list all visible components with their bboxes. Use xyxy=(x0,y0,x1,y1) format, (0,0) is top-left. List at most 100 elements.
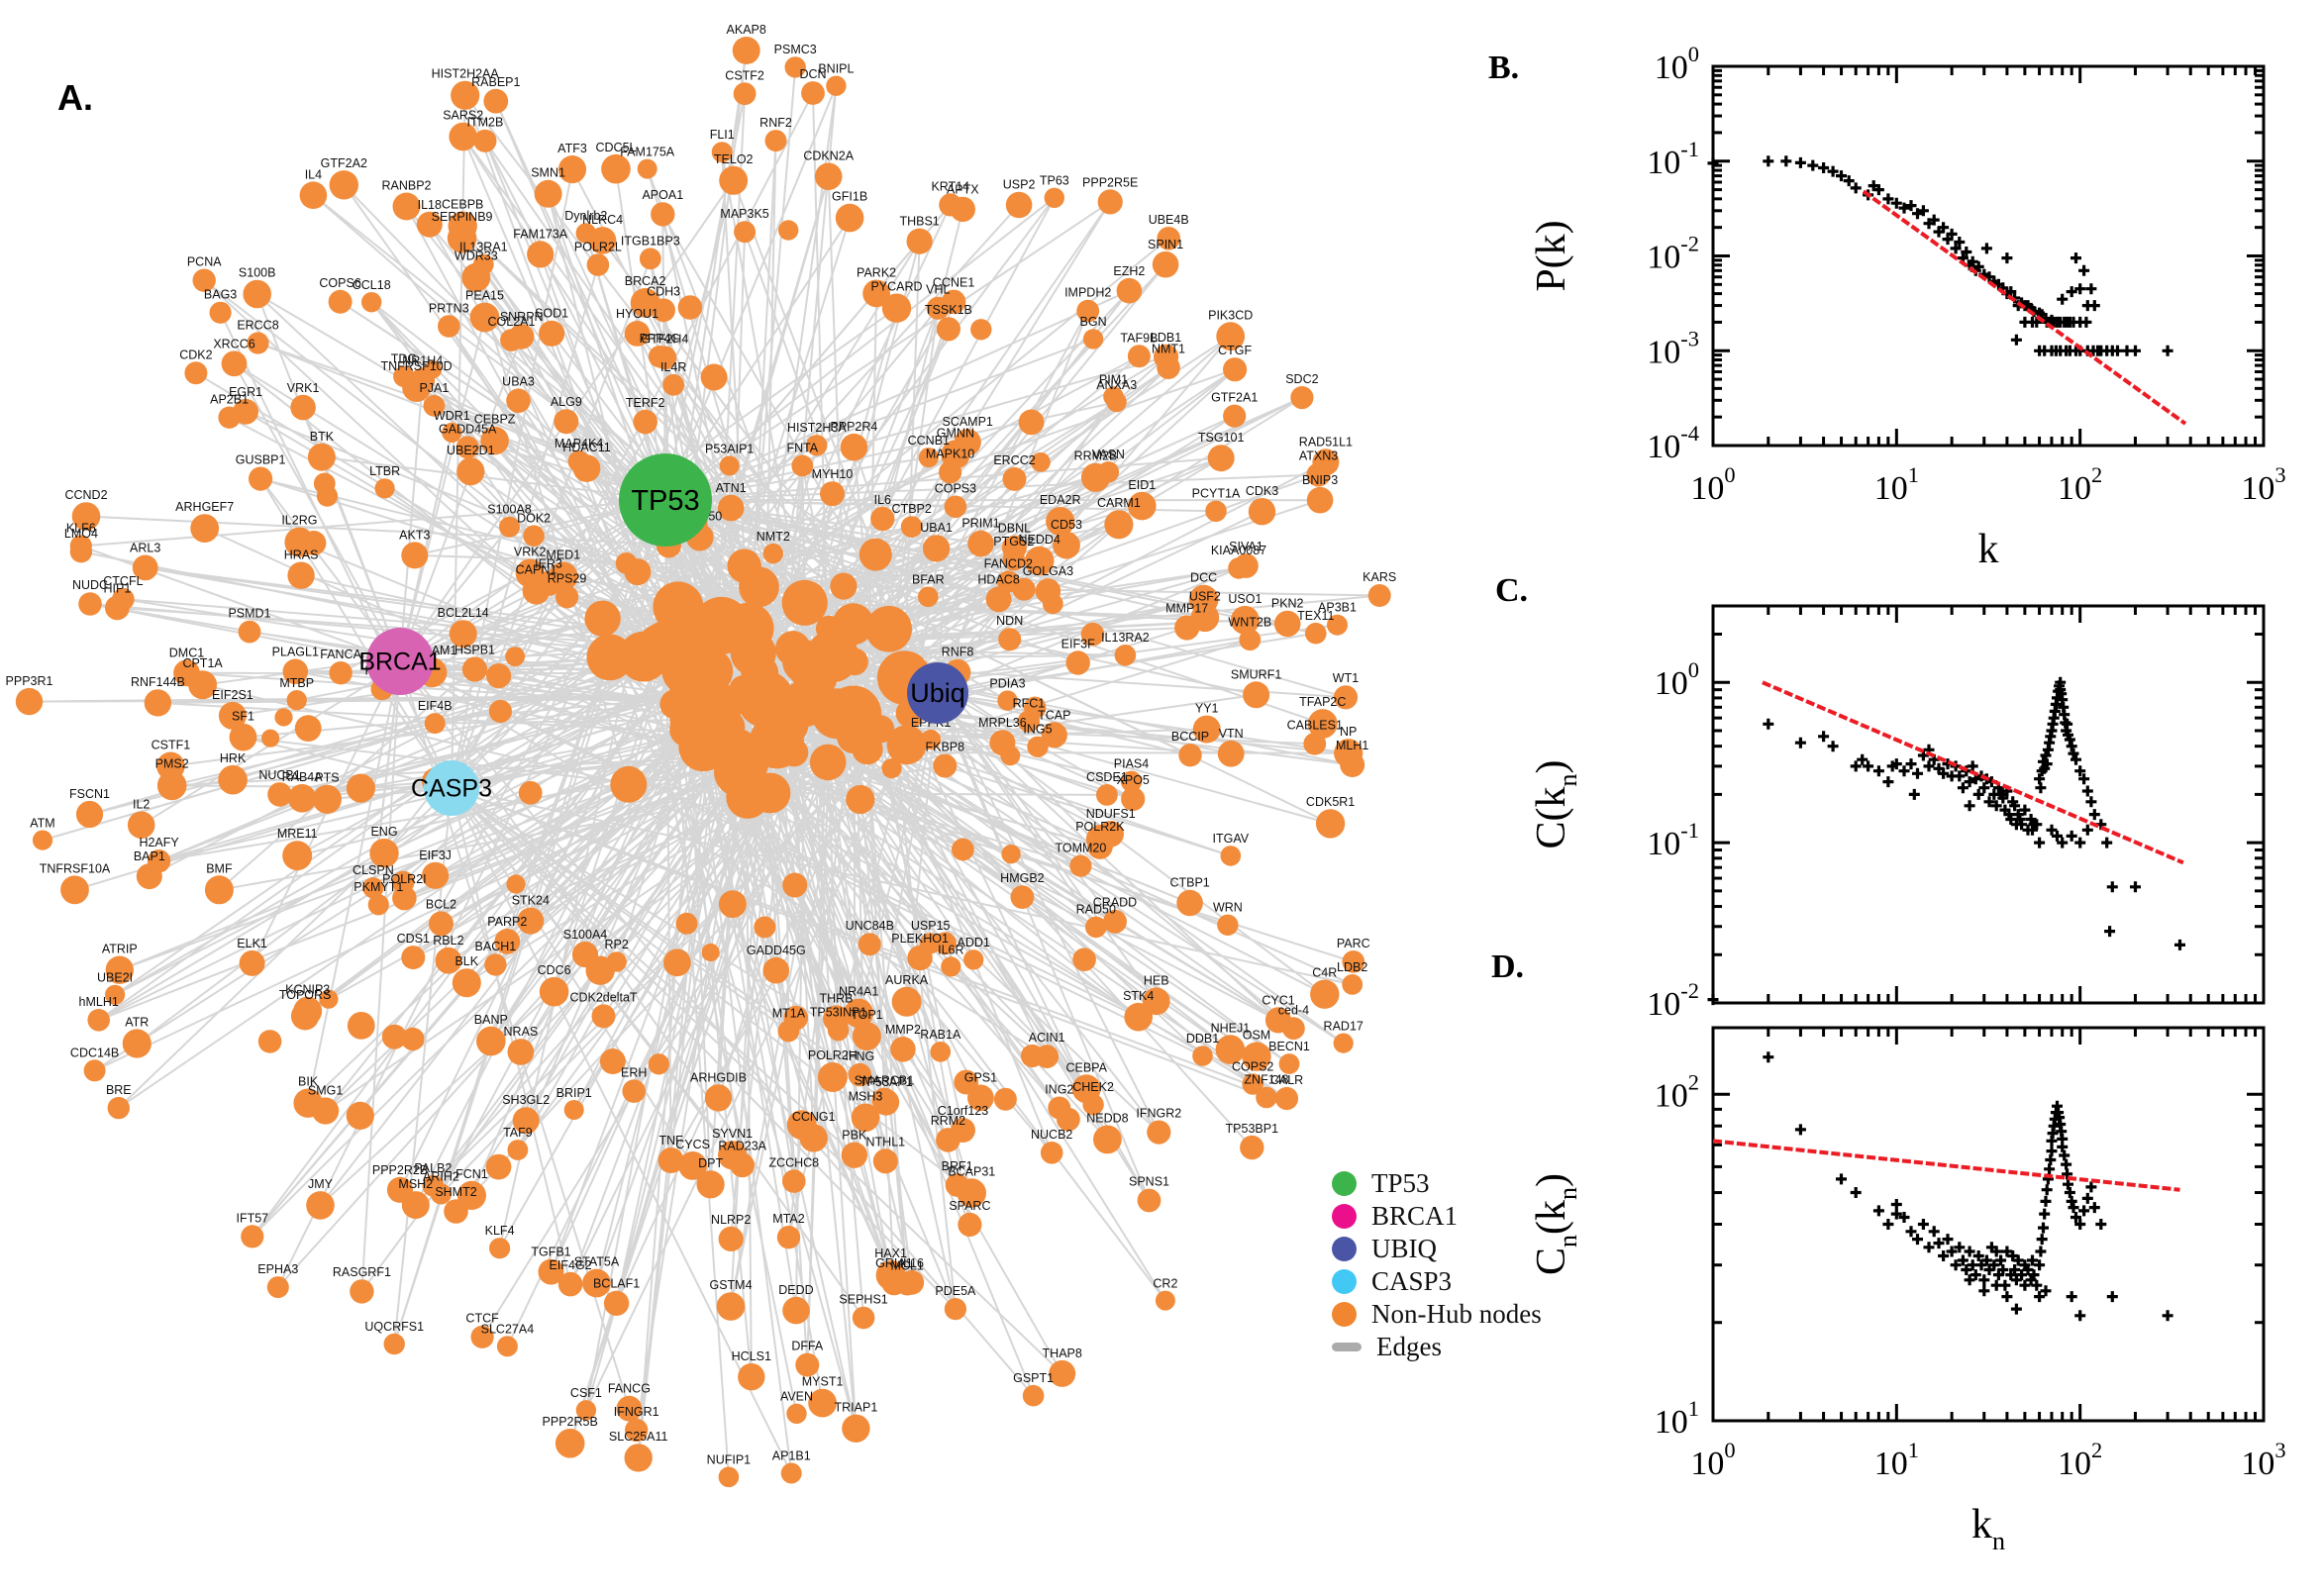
gene-label: KCNIP3 xyxy=(285,983,330,997)
gene-label: PARK2 xyxy=(857,265,896,279)
gene-node xyxy=(1223,357,1248,382)
gene-node xyxy=(575,223,597,244)
gene-label: AKAP8 xyxy=(727,23,766,37)
edge-line xyxy=(42,664,643,842)
svg-text:10-2: 10-2 xyxy=(1647,978,1699,1023)
gene-node xyxy=(500,329,523,351)
gene-label: SMARCB1 xyxy=(855,1074,914,1088)
gene-label: BACH1 xyxy=(475,940,517,953)
gene-label: TP53AP1 xyxy=(859,1075,913,1089)
filler-node xyxy=(700,363,728,391)
legend-item-edges: Edges xyxy=(1332,1332,1542,1361)
x-axis-label: k xyxy=(1978,527,1999,572)
gene-label: COL2A1 xyxy=(488,315,536,329)
gene-node xyxy=(1223,404,1247,428)
gene-node xyxy=(784,56,806,78)
gene-label: PPP2R2B xyxy=(372,1163,428,1177)
edge-line xyxy=(784,722,1060,1109)
gene-label: PLEKHO1 xyxy=(891,932,949,946)
gene-node xyxy=(473,129,497,152)
edge-line xyxy=(114,606,679,996)
gene-node xyxy=(1310,979,1340,1009)
filler-node xyxy=(809,744,847,781)
gene-node xyxy=(586,253,610,276)
filler-node xyxy=(726,775,769,819)
legend-item-casp3: CASP3 xyxy=(1332,1266,1542,1296)
edge-line xyxy=(769,792,1107,796)
gene-label: PLAGL1 xyxy=(272,646,319,659)
gene-node xyxy=(489,1238,511,1259)
gene-label: ITGB1BP3 xyxy=(621,234,680,248)
gene-node xyxy=(1256,1086,1277,1109)
gene-node xyxy=(293,996,323,1026)
gene-label: UBA1 xyxy=(920,521,953,535)
gene-node xyxy=(423,394,446,417)
gene-label: IL2 xyxy=(133,798,150,812)
gene-node xyxy=(1315,809,1346,839)
gene-node xyxy=(820,481,845,507)
gene-node xyxy=(362,877,384,899)
svg-text:100: 100 xyxy=(1690,462,1735,507)
gene-label: CDC14B xyxy=(70,1046,119,1059)
gene-node xyxy=(527,241,555,268)
gene-node xyxy=(1215,1035,1246,1064)
gene-label: USO1 xyxy=(1228,592,1262,606)
gene-node xyxy=(1124,1002,1153,1032)
gene-label: MAP4K4 xyxy=(555,437,603,450)
gene-label: POLR2L xyxy=(574,240,622,253)
gene-node xyxy=(826,75,847,96)
axis-ticks xyxy=(1711,604,2266,1005)
gene-label: ITM2B xyxy=(466,116,503,130)
edge-line xyxy=(218,499,666,891)
gene-label: TOMM20 xyxy=(1055,842,1106,855)
gene-label: KRT14 xyxy=(931,179,969,193)
edge-line xyxy=(259,477,401,662)
gene-node xyxy=(476,1026,506,1056)
edge-line xyxy=(80,499,666,548)
gene-node xyxy=(483,88,509,114)
gene-label: HYOU1 xyxy=(616,307,658,321)
panel-d-label: D. xyxy=(1491,948,1525,985)
gene-label: NLRC4 xyxy=(582,213,623,227)
gene-node xyxy=(718,1466,740,1488)
edge-line xyxy=(804,598,1204,705)
filler-node xyxy=(486,663,512,689)
filler-node xyxy=(257,1030,282,1053)
gene-label: RAB1A xyxy=(920,1028,961,1042)
gene-label: C1orf123 xyxy=(938,1104,988,1118)
gene-label: PPP2R5B xyxy=(543,1415,598,1429)
gene-label: HEB xyxy=(1144,973,1169,987)
edge-line xyxy=(432,671,687,731)
gene-node xyxy=(557,155,587,184)
filler-node xyxy=(727,549,761,583)
gene-node xyxy=(1230,605,1260,635)
edge-line xyxy=(744,564,1009,583)
filler-node xyxy=(274,708,293,727)
gene-label: LDB2 xyxy=(1337,960,1367,974)
node-swatch-icon xyxy=(1332,1268,1357,1294)
gene-label: CDK3 xyxy=(1246,484,1278,498)
gene-node xyxy=(287,561,315,589)
gene-node xyxy=(633,409,657,435)
gene-label: EDA2R xyxy=(1040,493,1081,507)
gene-label: CSF1 xyxy=(570,1386,602,1400)
gene-node xyxy=(1157,355,1180,380)
gene-label: KIAA0087 xyxy=(1211,544,1266,557)
filler-node xyxy=(881,758,902,779)
gene-label: DPT xyxy=(698,1156,723,1170)
legend-item-tp53: TP53 xyxy=(1332,1168,1542,1198)
gene-node xyxy=(1005,191,1033,219)
gene-label: HMGB2 xyxy=(1000,871,1045,885)
gene-node xyxy=(284,527,315,557)
gene-label: MMP17 xyxy=(1165,601,1208,615)
filler-node xyxy=(810,645,847,681)
gene-node xyxy=(1106,392,1127,413)
gene-node xyxy=(899,1269,925,1295)
gene-label: OSM xyxy=(1243,1029,1270,1043)
gene-label: ATN1 xyxy=(716,481,747,495)
gene-node xyxy=(967,1084,994,1112)
gene-label: BCLAF1 xyxy=(593,1277,640,1291)
gene-label: PRTN3 xyxy=(429,301,469,315)
gene-node xyxy=(622,1079,646,1103)
gene-label: THBS1 xyxy=(899,215,939,229)
